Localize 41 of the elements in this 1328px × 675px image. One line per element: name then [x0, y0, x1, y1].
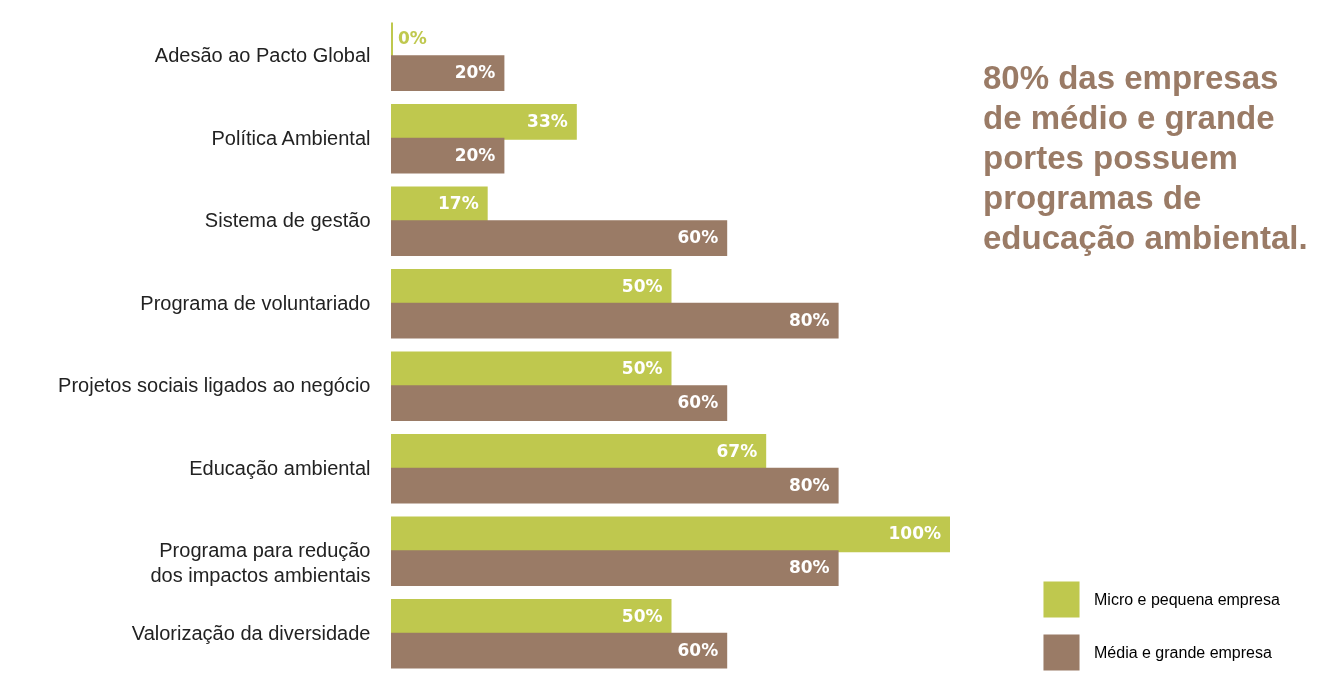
bar [391, 302, 839, 339]
bar [391, 598, 672, 635]
data-label: 50% [621, 605, 663, 626]
data-label: 60% [677, 392, 719, 413]
data-label: 80% [788, 474, 830, 495]
y-tick-label: Programa para redução dos impactos ambientais [150, 539, 371, 587]
bar [391, 137, 505, 174]
bar [391, 385, 728, 422]
y-tick-label: Valorização da diversidade [131, 621, 371, 644]
data-label: 20% [454, 144, 496, 165]
bar [391, 268, 672, 305]
y-tick-label: Sistema de gestão [204, 209, 371, 232]
data-label: 33% [527, 110, 568, 131]
bar [391, 467, 839, 504]
data-label: 60% [677, 639, 719, 660]
bar [391, 351, 672, 388]
data-label: 80% [788, 309, 830, 330]
data-label: 50% [621, 358, 663, 379]
data-label: 67% [716, 440, 758, 461]
bar [391, 433, 767, 470]
y-tick-label: Educação ambiental [189, 456, 371, 479]
data-label: 50% [621, 275, 663, 296]
bar [391, 632, 728, 669]
y-tick-label: Programa de voluntariado [140, 291, 371, 314]
data-label: 100% [888, 523, 941, 544]
data-label: 20% [454, 62, 496, 83]
bar [391, 55, 505, 92]
bar [391, 103, 577, 140]
legend-label: Micro e pequena empresa [1094, 590, 1280, 608]
y-tick-label: Adesão ao Pacto Global [154, 44, 371, 67]
data-label: 0% [398, 28, 427, 49]
bar [391, 220, 728, 257]
data-label: 17% [437, 193, 479, 214]
bar [391, 550, 839, 587]
text: 80% das empresas de médio e grande portes possuem programas de educação ambiental. [983, 58, 1309, 258]
data-label: 60% [677, 227, 719, 248]
y-tick-label: Projetos sociais ligados ao negócio [58, 374, 371, 397]
legend-label: Média e grande empresa [1094, 643, 1272, 661]
data-label: 80% [788, 557, 830, 578]
bar [391, 516, 950, 553]
y-tick-label: Política Ambiental [211, 126, 371, 149]
